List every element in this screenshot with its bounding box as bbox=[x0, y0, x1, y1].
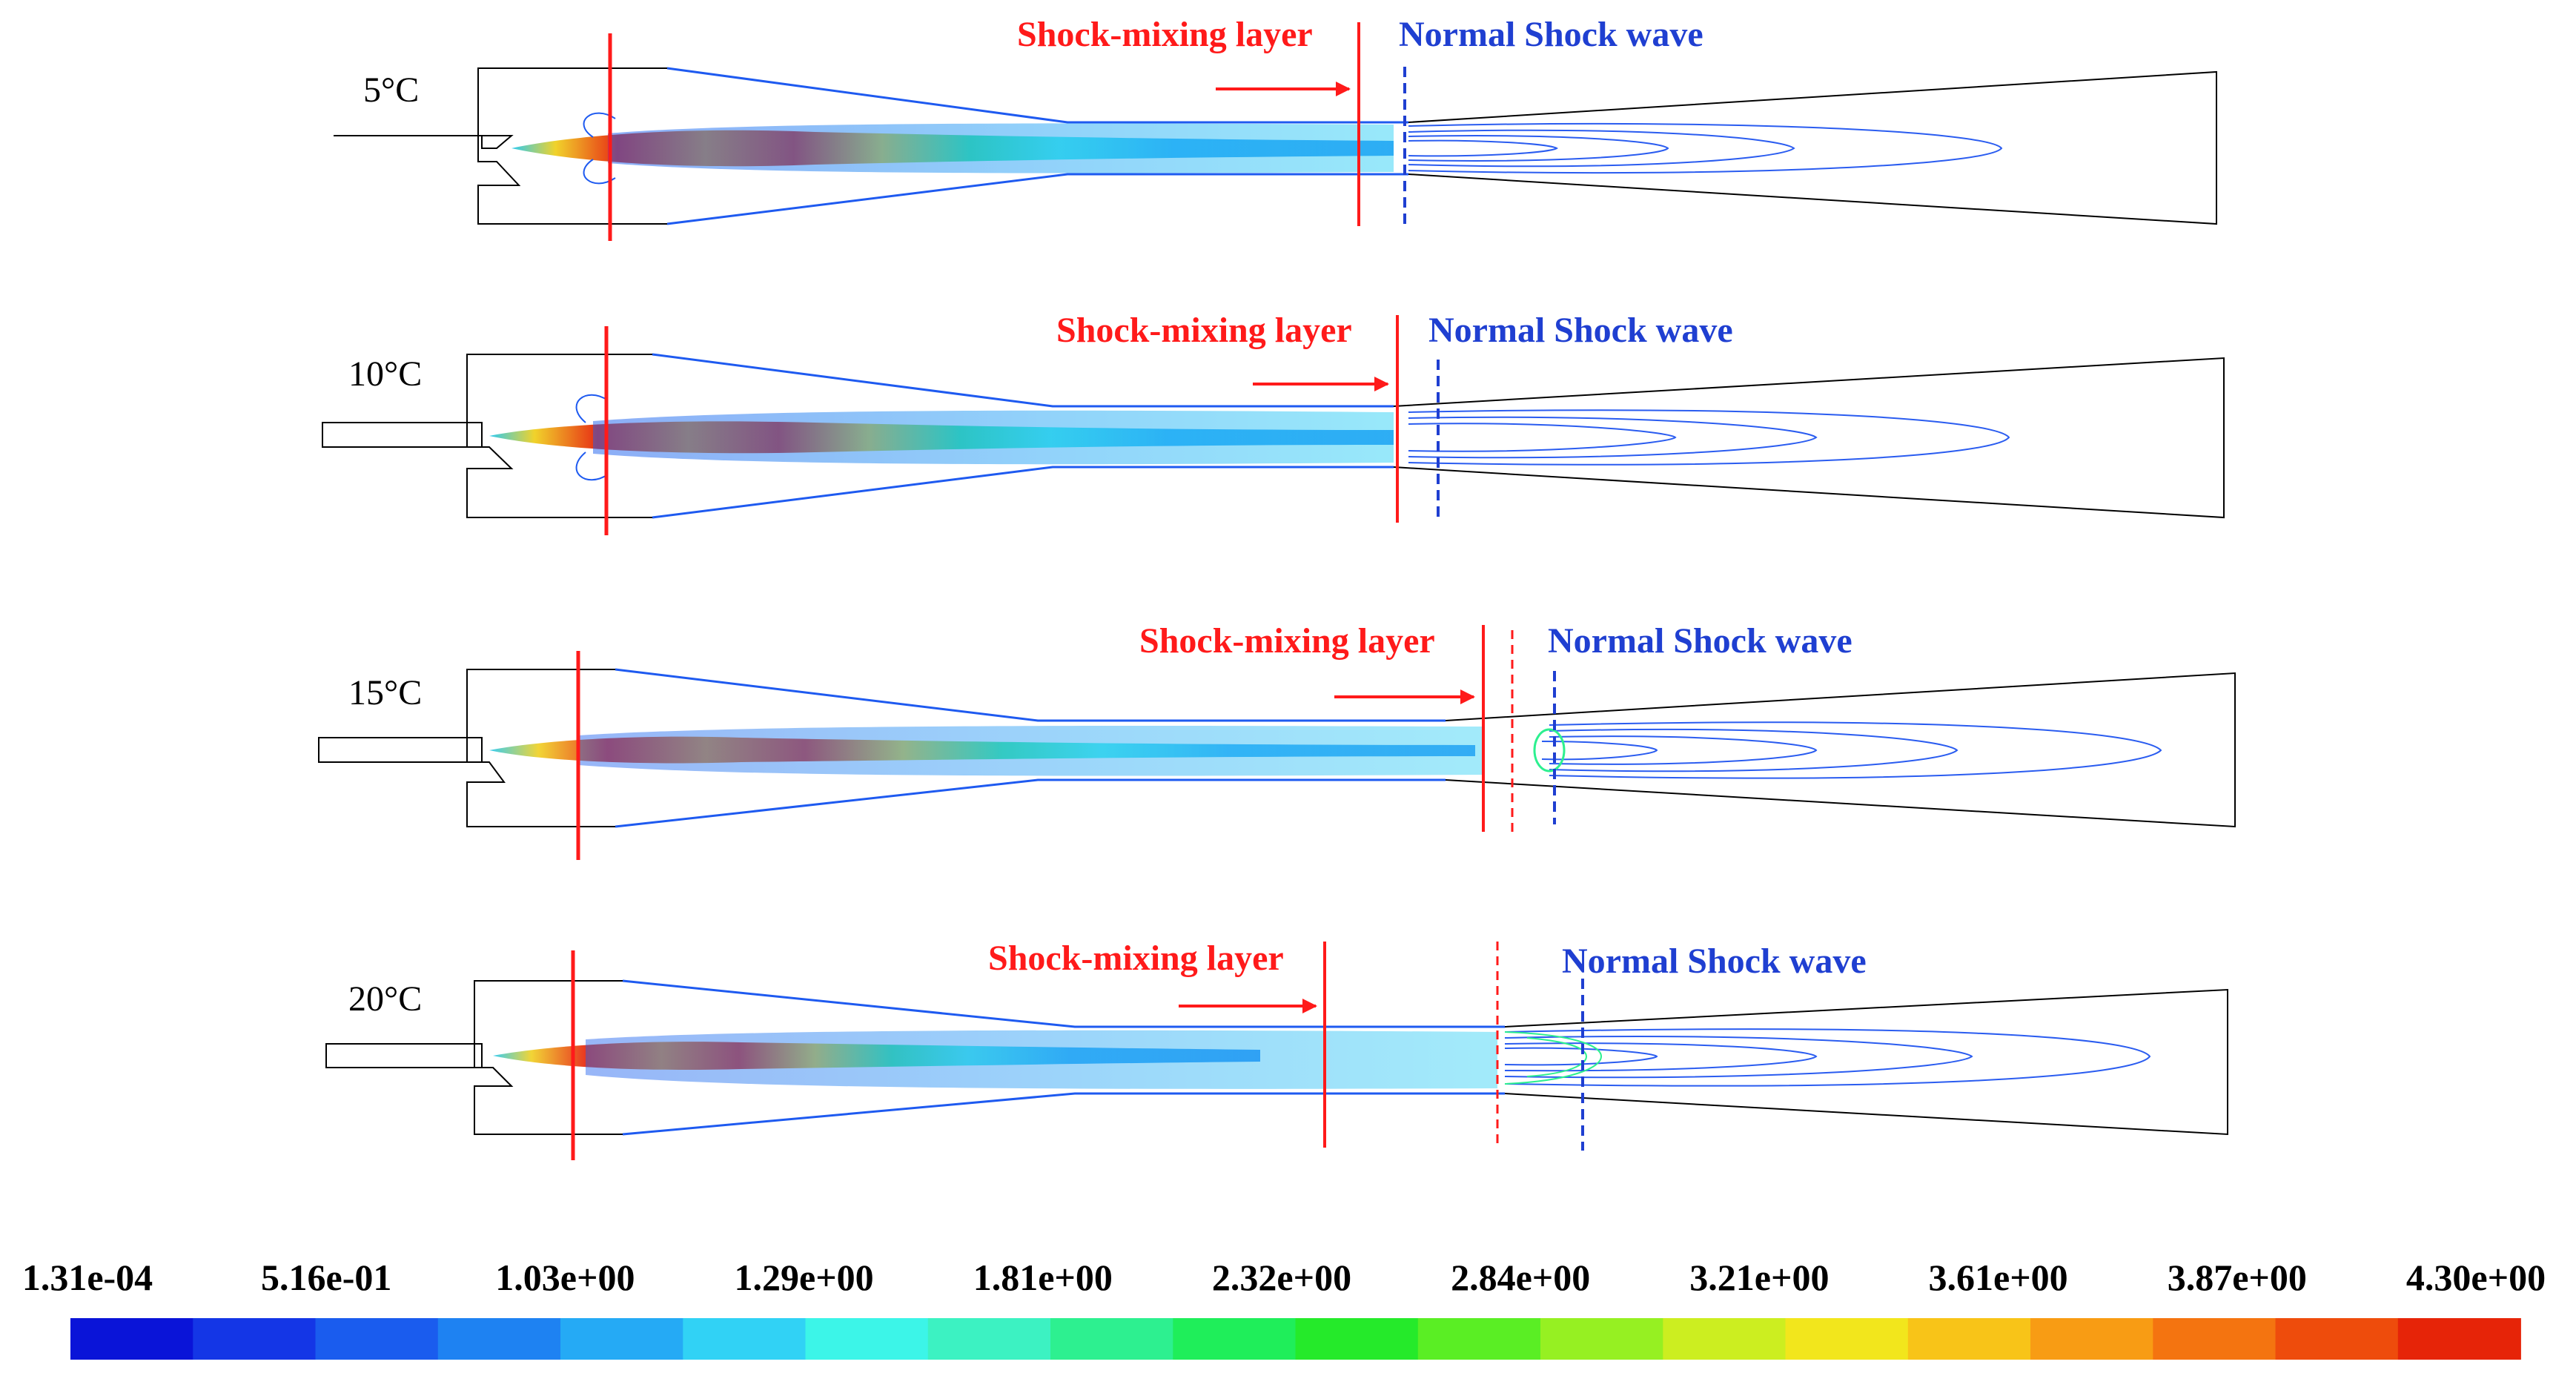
colorbar-swatch bbox=[1417, 1318, 1541, 1360]
panel-10c: 10°C Shock-mixing layer Normal Shock wav… bbox=[322, 311, 2225, 535]
colorbar-swatch bbox=[2397, 1318, 2521, 1360]
shock-core bbox=[1533, 728, 1566, 772]
colorbar-tick-labels: 1.31e-04 5.16e-01 1.03e+00 1.29e+00 1.81e+00… bbox=[22, 1257, 2546, 1298]
colorbar-swatch bbox=[1663, 1318, 1787, 1360]
colorbar-swatch bbox=[683, 1318, 807, 1360]
temperature-label: 15°C bbox=[348, 673, 422, 712]
diffuser-contours bbox=[1541, 721, 2162, 779]
panel-5c: 5°C Shock-mixing layer Normal Shock wave bbox=[334, 15, 2217, 241]
jet-outer-contour bbox=[578, 726, 1483, 776]
colorbar-tick-label: 1.31e-04 bbox=[22, 1257, 153, 1298]
colorbar-swatch bbox=[2030, 1318, 2154, 1360]
shock-mixing-label: Shock-mixing layer bbox=[1139, 621, 1435, 661]
colorbar-tick-label: 5.16e-01 bbox=[261, 1257, 391, 1298]
temperature-label: 20°C bbox=[348, 979, 422, 1019]
colorbar-tick-label: 3.61e+00 bbox=[1929, 1257, 2068, 1298]
normal-shock-label: Normal Shock wave bbox=[1548, 621, 1852, 661]
normal-shock-label: Normal Shock wave bbox=[1562, 942, 1867, 981]
ejector-wall-highlight bbox=[666, 67, 1408, 225]
colorbar-swatch bbox=[193, 1318, 317, 1360]
ejector-wall-highlight bbox=[652, 353, 1394, 519]
colorbar-swatch bbox=[927, 1318, 1051, 1360]
panel-15c: 15°C Shock-mixing layer Normal Shock wav… bbox=[318, 621, 2236, 860]
ejector-wall-highlight bbox=[615, 668, 1446, 828]
colorbar-tick-label: 2.84e+00 bbox=[1451, 1257, 1590, 1298]
colorbar-tick-label: 1.81e+00 bbox=[973, 1257, 1113, 1298]
shock-core bbox=[1504, 1031, 1603, 1085]
colorbar-swatch bbox=[437, 1318, 561, 1360]
jet-outer-contour bbox=[608, 123, 1394, 173]
colorbar-swatch bbox=[1907, 1318, 2031, 1360]
colorbar-swatch bbox=[2153, 1318, 2277, 1360]
normal-shock-label: Normal Shock wave bbox=[1428, 311, 1733, 350]
colorbar-tick-label: 1.29e+00 bbox=[735, 1257, 874, 1298]
colorbar-swatch bbox=[1785, 1318, 1909, 1360]
colorbar-swatch bbox=[1050, 1318, 1174, 1360]
shock-mixing-label: Shock-mixing layer bbox=[988, 939, 1284, 978]
colorbar: 1.31e-04 5.16e-01 1.03e+00 1.29e+00 1.81e+00… bbox=[22, 1257, 2546, 1360]
colorbar-tick-label: 1.03e+00 bbox=[495, 1257, 635, 1298]
ejector-wall-highlight bbox=[622, 979, 1505, 1136]
colorbar-swatch bbox=[805, 1318, 929, 1360]
temperature-label: 10°C bbox=[348, 354, 422, 394]
jet-outer-contour bbox=[586, 1030, 1497, 1089]
colorbar-swatch bbox=[1295, 1318, 1419, 1360]
colorbar-swatch bbox=[2275, 1318, 2399, 1360]
colorbar-swatch bbox=[70, 1318, 194, 1360]
diffuser-contours bbox=[1408, 409, 2010, 466]
suction-vortex bbox=[575, 394, 609, 481]
colorbar-tick-label: 4.30e+00 bbox=[2406, 1257, 2546, 1298]
colorbar-tick-label: 3.87e+00 bbox=[2168, 1257, 2307, 1298]
shock-mixing-label: Shock-mixing layer bbox=[1056, 311, 1352, 350]
colorbar-swatches bbox=[70, 1318, 2521, 1360]
colorbar-tick-label: 2.32e+00 bbox=[1212, 1257, 1351, 1298]
temperature-label: 5°C bbox=[363, 70, 419, 110]
colorbar-swatch bbox=[1540, 1318, 1664, 1360]
diffuser-contours bbox=[1408, 122, 2003, 174]
panel-20c: 20°C Shock-mixing layer Normal Shock wav… bbox=[325, 939, 2228, 1160]
colorbar-tick-label: 3.21e+00 bbox=[1689, 1257, 1829, 1298]
diffuser-contours bbox=[1504, 1028, 2151, 1087]
colorbar-swatch bbox=[1173, 1318, 1297, 1360]
jet-outer-contour bbox=[593, 410, 1394, 465]
normal-shock-label: Normal Shock wave bbox=[1399, 15, 1703, 54]
colorbar-swatch bbox=[560, 1318, 684, 1360]
colorbar-swatch bbox=[315, 1318, 439, 1360]
shock-mixing-label: Shock-mixing layer bbox=[1017, 15, 1313, 54]
